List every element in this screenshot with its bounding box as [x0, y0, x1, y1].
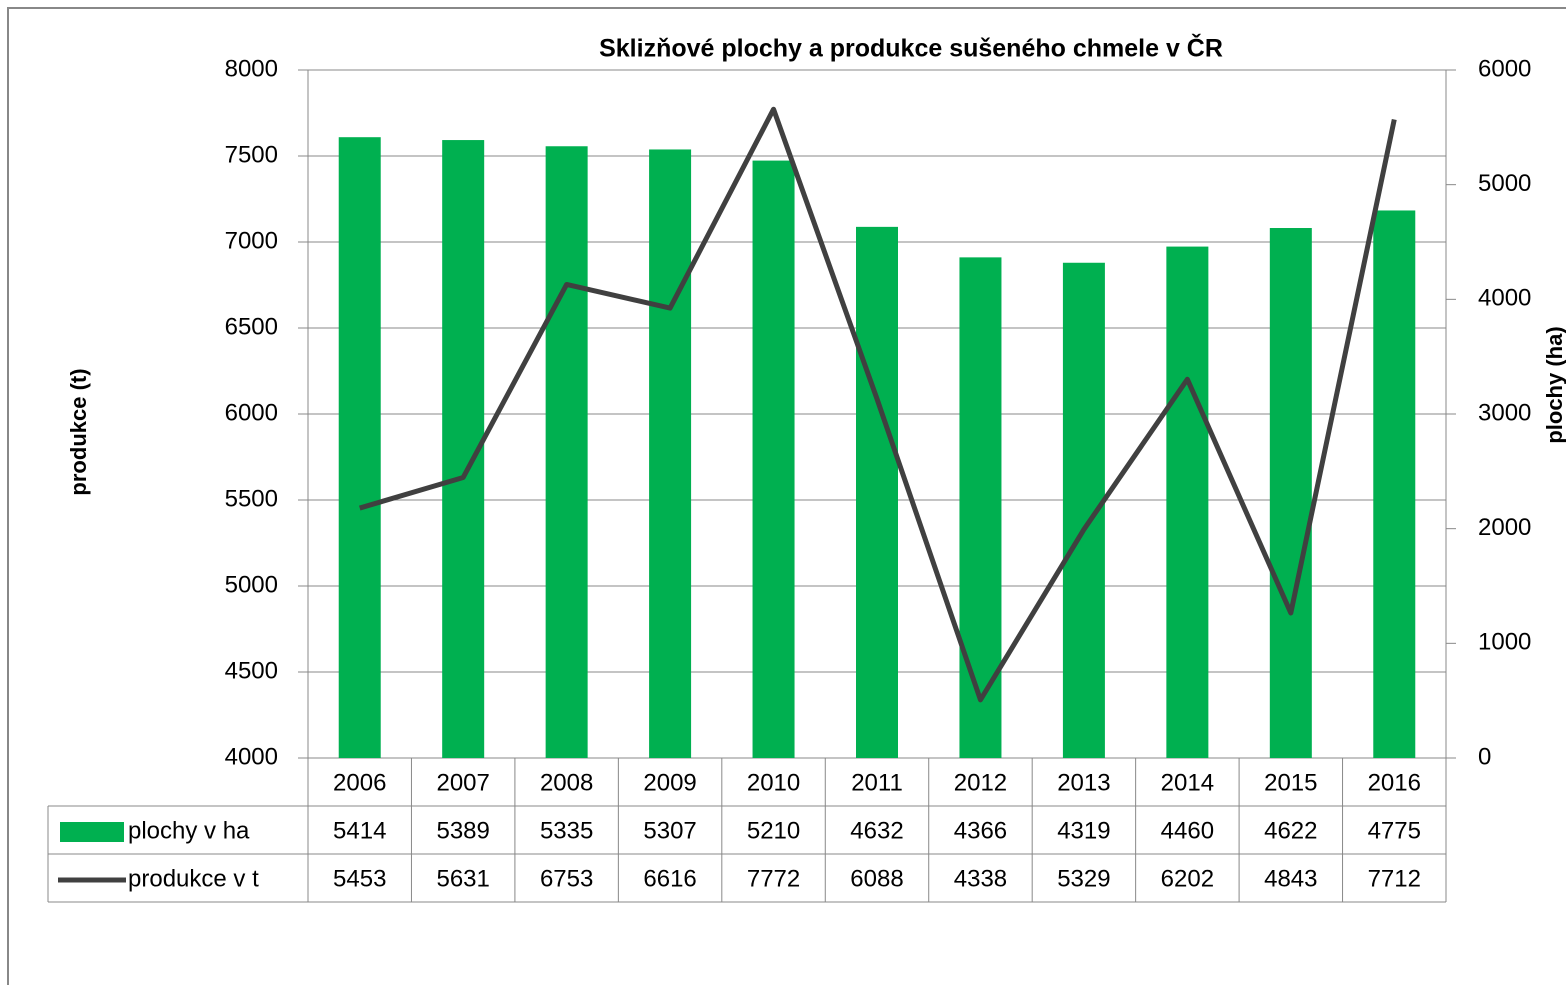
- y-tick-label: 5500: [225, 485, 278, 512]
- table-value: 5329: [1057, 865, 1110, 892]
- line: [359, 106, 1397, 703]
- bar: [752, 160, 795, 758]
- bar: [1166, 246, 1209, 758]
- y2-axis-title: plochy (ha): [1542, 326, 1566, 443]
- y-tick-label: 6000: [225, 399, 278, 426]
- table-value: 4843: [1264, 865, 1317, 892]
- y-tick-label: 7000: [225, 227, 278, 254]
- frame: [7, 7, 1566, 985]
- x-tick-label: 2009: [643, 769, 696, 796]
- legend-swatch: [60, 822, 124, 842]
- x-tick-label: 2008: [540, 769, 593, 796]
- y-tick-label: 4000: [225, 743, 278, 770]
- y-tick-label: 8000: [225, 55, 278, 82]
- table-value: 4632: [850, 817, 903, 844]
- x-tick-label: 2010: [747, 769, 800, 796]
- table-value: 5210: [747, 817, 800, 844]
- x-tick-label: 2014: [1161, 769, 1214, 796]
- table-value: 5453: [333, 865, 386, 892]
- y-axis-title: produkce (t): [66, 368, 91, 495]
- y2-tick-label: 0: [1478, 743, 1491, 770]
- table-value: 6202: [1161, 865, 1214, 892]
- table-value: 5631: [436, 865, 489, 892]
- y-tick-label: 7500: [225, 141, 278, 168]
- x-tick-label: 2013: [1057, 769, 1110, 796]
- y-tick-label: 6500: [225, 313, 278, 340]
- table-value: 4366: [954, 817, 1007, 844]
- table-value: 4338: [954, 865, 1007, 892]
- y2-tick-label: 5000: [1478, 170, 1531, 197]
- table-value: 6616: [643, 865, 696, 892]
- x-tick-label: 2007: [436, 769, 489, 796]
- table-value: 4775: [1368, 817, 1421, 844]
- table-value: 5414: [333, 817, 386, 844]
- y-tick-label: 4500: [225, 657, 278, 684]
- y2-tick-label: 4000: [1478, 285, 1531, 312]
- table-value: 4622: [1264, 817, 1317, 844]
- bar: [856, 226, 898, 758]
- table-value: 5307: [643, 817, 696, 844]
- y2-tick-label: 3000: [1478, 399, 1531, 426]
- bar: [1373, 210, 1416, 758]
- chart-title: Sklizňové plochy a produkce sušeného chm…: [599, 33, 1223, 63]
- legend-label: produkce v t: [128, 865, 259, 892]
- bar: [545, 146, 588, 759]
- x-tick-label: 2006: [333, 769, 386, 796]
- bar: [338, 137, 381, 758]
- y-tick-label: 5000: [225, 571, 278, 598]
- x-tick-label: 2011: [851, 769, 903, 796]
- bar: [959, 257, 1002, 758]
- y2-tick-label: 2000: [1478, 514, 1531, 541]
- table-value: 7712: [1368, 865, 1421, 892]
- table-value: 5389: [436, 817, 489, 844]
- x-tick-label: 2016: [1368, 769, 1421, 796]
- bar: [649, 149, 692, 759]
- x-tick-label: 2012: [954, 769, 1007, 796]
- table-value: 4319: [1057, 817, 1110, 844]
- legend-label: plochy v ha: [128, 817, 250, 844]
- bar: [1269, 228, 1312, 758]
- y2-tick-label: 1000: [1478, 629, 1531, 656]
- y2-tick-label: 6000: [1478, 55, 1531, 82]
- table-value: 6088: [850, 865, 903, 892]
- x-tick-label: 2015: [1264, 769, 1317, 796]
- table-value: 7772: [747, 865, 800, 892]
- table-value: 6753: [540, 865, 593, 892]
- table-value: 5335: [540, 817, 593, 844]
- table-value: 4460: [1161, 817, 1214, 844]
